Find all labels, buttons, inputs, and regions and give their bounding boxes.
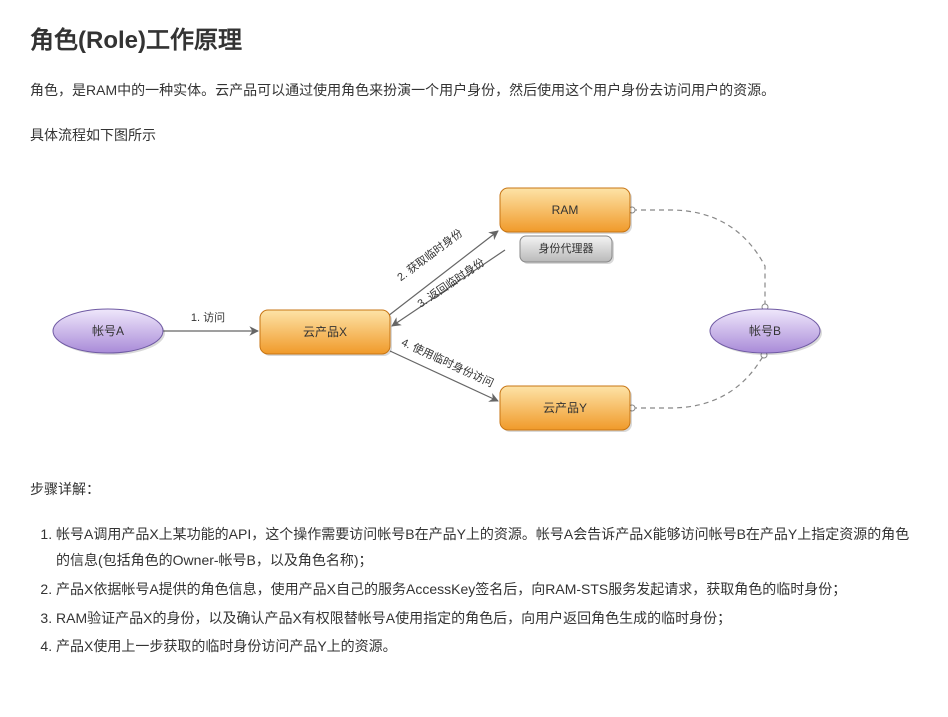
node-label-accountA: 帐号A	[92, 323, 124, 338]
edge-e6	[632, 355, 764, 408]
page-root: 角色(Role)工作原理 角色，是RAM中的一种实体。云产品可以通过使用角色来扮…	[0, 0, 948, 692]
step-item: 帐号A调用产品X上某功能的API，这个操作需要访问帐号B在产品Y上的资源。帐号A…	[56, 521, 918, 574]
node-label-accountB: 帐号B	[749, 323, 781, 338]
node-productX: 云产品X	[260, 310, 392, 356]
node-accountB: 帐号B	[710, 309, 822, 355]
node-accountA: 帐号A	[53, 309, 165, 355]
diagram-nodes: 帐号A 云产品X RAM 身份代理器云产品Y 帐号B	[53, 188, 822, 432]
diagram-edges: 1. 访问2. 获取临时身份3. 返回临时身份4. 使用临时身份访问	[163, 207, 768, 411]
node-productY: 云产品Y	[500, 386, 632, 432]
node-label-identityProxy: 身份代理器	[539, 241, 594, 255]
node-ram: RAM	[500, 188, 632, 234]
step-item: RAM验证产品X的身份，以及确认产品X有权限替帐号A使用指定的角色后，向用户返回…	[56, 605, 918, 632]
edge-label-e1: 1. 访问	[191, 311, 225, 324]
step-item: 产品X使用上一步获取的临时身份访问产品Y上的资源。	[56, 633, 918, 660]
diagram-caption: 具体流程如下图所示	[30, 122, 918, 149]
diagram-svg: 1. 访问2. 获取临时身份3. 返回临时身份4. 使用临时身份访问帐号A 云产品…	[30, 166, 850, 456]
step-item: 产品X依据帐号A提供的角色信息，使用产品X自己的服务AccessKey签名后，向…	[56, 576, 918, 603]
node-label-ram: RAM	[552, 203, 579, 217]
steps-heading: 步骤详解：	[30, 476, 918, 503]
node-identityProxy: 身份代理器	[520, 236, 614, 264]
edge-e5	[632, 210, 765, 307]
node-label-productX: 云产品X	[303, 325, 347, 339]
intro-paragraph: 角色，是RAM中的一种实体。云产品可以通过使用角色来扮演一个用户身份，然后使用这…	[30, 77, 918, 104]
role-flow-diagram: 1. 访问2. 获取临时身份3. 返回临时身份4. 使用临时身份访问帐号A 云产品…	[30, 166, 850, 456]
page-title: 角色(Role)工作原理	[30, 20, 918, 55]
steps-list: 帐号A调用产品X上某功能的API，这个操作需要访问帐号B在产品Y上的资源。帐号A…	[30, 521, 918, 660]
node-label-productY: 云产品Y	[543, 401, 587, 415]
